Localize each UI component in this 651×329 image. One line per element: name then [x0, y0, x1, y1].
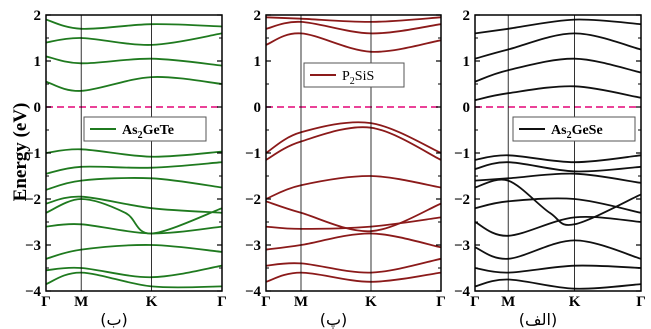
- band-line: [475, 264, 641, 274]
- x-tick-label: K: [365, 294, 377, 310]
- band-line: [46, 55, 222, 67]
- y-tick-label: −4: [245, 284, 262, 300]
- band-lines: [46, 18, 222, 289]
- band-line: [46, 264, 222, 279]
- y-tick-label: 0: [254, 100, 262, 116]
- y-tick-label: −1: [25, 146, 41, 162]
- legend-label: P2SiS: [342, 69, 374, 87]
- y-tick-label: 2: [463, 8, 471, 24]
- band-line: [475, 85, 641, 101]
- y-tick-label: −1: [454, 146, 470, 162]
- band-line: [266, 200, 441, 233]
- band-line: [266, 216, 441, 230]
- x-tick-label: M: [74, 294, 88, 310]
- y-tick-label: −2: [454, 192, 470, 208]
- band-line: [475, 161, 641, 173]
- y-tick-label: 0: [463, 100, 471, 116]
- panel-caption: (ب): [100, 310, 128, 329]
- x-tick-label: M: [501, 294, 515, 310]
- band-line: [266, 16, 441, 23]
- y-tick-label: 1: [463, 54, 471, 70]
- y-tick-label: −4: [25, 284, 42, 300]
- band-lines: [266, 16, 441, 283]
- band-line: [266, 32, 441, 53]
- y-tick-label: −2: [25, 192, 41, 208]
- band-line: [46, 177, 222, 191]
- band-line: [475, 57, 641, 83]
- band-line: [475, 239, 641, 260]
- legend: P2SiS: [303, 62, 405, 88]
- legend-label: As2GeSe: [551, 123, 603, 141]
- y-tick-label: −4: [454, 284, 471, 300]
- band-line: [46, 271, 222, 289]
- band-line: [266, 257, 441, 274]
- y-tick-label: −2: [245, 192, 261, 208]
- band-line: [46, 244, 222, 260]
- y-tick-label: −3: [245, 238, 261, 254]
- band-line: [475, 178, 641, 226]
- y-axis-label: Energy (eV): [10, 103, 31, 202]
- band-line: [475, 172, 641, 184]
- band-line: [266, 126, 441, 161]
- band-line: [46, 32, 222, 46]
- band-line: [475, 32, 641, 60]
- x-tick-label: K: [146, 294, 158, 310]
- panel-caption: (الف): [519, 310, 557, 329]
- band-line: [475, 197, 641, 214]
- x-tick-label: Γ: [636, 294, 646, 310]
- band-line: [46, 195, 222, 214]
- y-tick-label: 1: [254, 54, 262, 70]
- band-line: [266, 121, 441, 154]
- x-tick-label: Γ: [470, 294, 480, 310]
- band-line: [266, 271, 441, 283]
- y-tick-label: 0: [34, 100, 42, 116]
- x-tick-label: M: [294, 294, 308, 310]
- x-tick-label: Γ: [261, 294, 271, 310]
- band-line: [46, 223, 222, 235]
- x-tick-label: Γ: [217, 294, 227, 310]
- y-tick-label: −1: [245, 146, 261, 162]
- band-line: [475, 216, 641, 237]
- band-line: [46, 18, 222, 30]
- band-lines: [475, 18, 641, 290]
- band-line: [266, 20, 441, 35]
- y-tick-label: 2: [254, 8, 262, 24]
- band-line: [46, 148, 222, 158]
- band-line: [475, 278, 641, 290]
- band-line: [266, 232, 441, 251]
- band-line: [475, 18, 641, 35]
- y-tick-label: −3: [25, 238, 41, 254]
- band-line: [46, 161, 222, 175]
- panel-frame: [265, 14, 442, 292]
- band-line: [46, 76, 222, 92]
- x-tick-label: Γ: [41, 294, 51, 310]
- y-tick-label: 2: [34, 8, 42, 24]
- x-tick-label: Γ: [436, 294, 446, 310]
- x-tick-label: K: [569, 294, 581, 310]
- legend-label: As2GeTe: [122, 123, 174, 141]
- legend: As2GeTe: [83, 116, 207, 142]
- band-line: [266, 175, 441, 200]
- y-tick-label: −3: [454, 238, 470, 254]
- y-tick-label: 1: [34, 54, 42, 70]
- band-line: [475, 154, 641, 164]
- legend: As2GeSe: [512, 116, 636, 142]
- panel-caption: (پ): [320, 310, 348, 329]
- band-line: [46, 198, 222, 235]
